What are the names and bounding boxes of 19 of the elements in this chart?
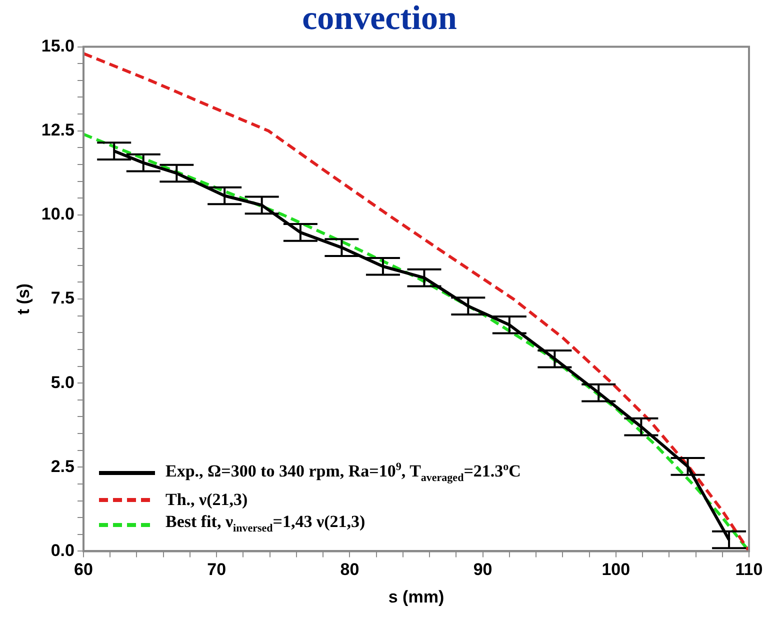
legend-label: Best fit, ν$_{inversed}$=1,43 ν(21,3) [165, 511, 366, 537]
legend-label: Exp., Ω=300 to 340 rpm, Ra=10$^{9}$, T$_{averaged}$=21.3$^{o}$C [165, 460, 521, 486]
y-tick-label: 15.0 [41, 36, 74, 56]
legend-label: Th., ν(21,3) [165, 489, 248, 512]
y-tick-label: 7.5 [50, 288, 74, 308]
x-tick-label: 60 [74, 560, 93, 580]
x-tick-label: 90 [473, 560, 492, 580]
y-tick-label: 0.0 [50, 540, 74, 560]
y-tick-label: 10.0 [41, 204, 74, 224]
x-tick-label: 70 [207, 560, 226, 580]
y-tick-label: 12.5 [41, 120, 74, 140]
y-tick-label: 2.5 [50, 456, 74, 476]
y-axis-title: t (s) [14, 283, 33, 315]
x-tick-label: 80 [340, 560, 360, 580]
chart-title: convection [302, 0, 458, 38]
y-tick-label: 5.0 [50, 372, 74, 392]
x-axis-title: s (mm) [388, 587, 444, 606]
x-tick-label: 100 [602, 560, 630, 580]
x-tick-label: 110 [735, 560, 763, 580]
